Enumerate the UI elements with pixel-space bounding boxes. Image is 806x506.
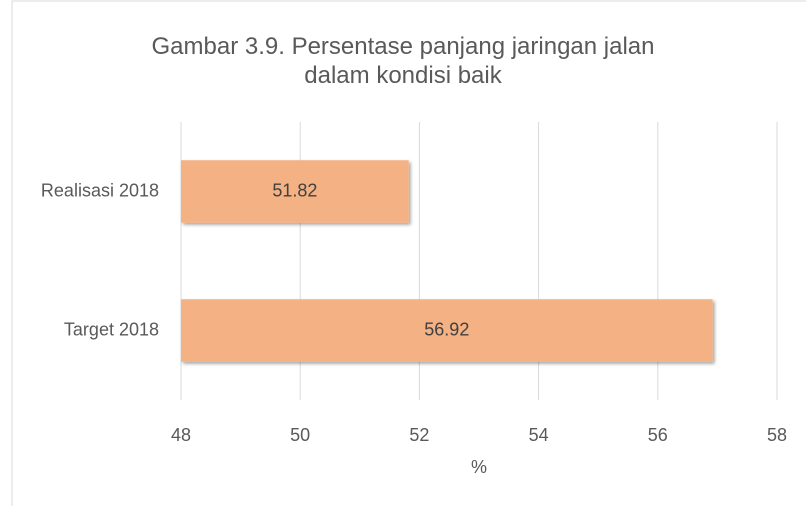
chart-title: Gambar 3.9. Persentase panjang jaringan … [151,33,655,89]
y-tick-label: Target 2018 [64,319,159,339]
x-tick-label: 58 [767,425,787,445]
x-tick-label: 54 [529,425,549,445]
x-tick-label: 52 [409,425,429,445]
x-tick-label: 56 [648,425,668,445]
x-tick-label: 50 [290,425,310,445]
y-tick-label: Realisasi 2018 [41,180,159,200]
title-box: Gambar 3.9. Persentase panjang jaringan … [0,32,806,90]
chart-border [11,0,806,506]
value-label: 56.92 [424,319,469,339]
value-label: 51.82 [272,180,317,200]
x-axis-label: % [471,457,487,477]
x-tick-label: 48 [171,425,191,445]
bar [181,299,713,362]
bar [181,160,409,223]
